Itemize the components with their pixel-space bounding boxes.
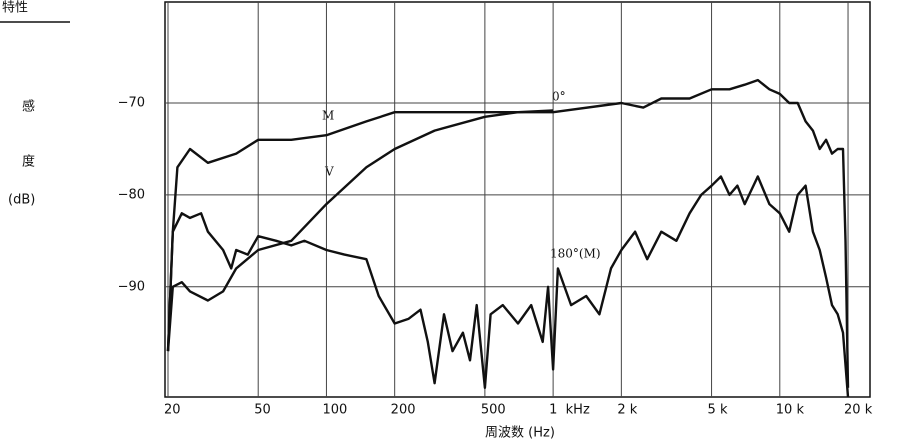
y-tick-label: −70: [118, 96, 145, 111]
series-line: [166, 78, 850, 388]
plot-frame: [164, 1, 871, 398]
x-tick-label: 20: [164, 403, 181, 418]
chart-title: 特性: [2, 1, 28, 16]
y-tick-label: −80: [118, 187, 145, 202]
series-line: [166, 175, 850, 398]
y-label: (dB): [8, 193, 35, 208]
x-tick-label: 50: [254, 403, 271, 418]
series-label: 180°(M): [550, 247, 601, 261]
x-tick-label: 2 k: [617, 403, 637, 418]
y-label: 度: [22, 154, 35, 170]
x-label: 周波数 (Hz): [485, 426, 555, 441]
y-label: 感: [22, 99, 35, 115]
x-tick-label: 500: [481, 403, 506, 418]
series-label: V: [324, 165, 334, 179]
x-tick-label: 20 k: [844, 403, 873, 418]
x-tick-label: 200: [391, 403, 416, 418]
annotation: 0°: [552, 90, 566, 104]
series-line: [166, 109, 554, 352]
x-tick-label: 5 k: [708, 403, 728, 418]
y-tick-label: −90: [118, 279, 145, 294]
x-tick-label: 100: [322, 403, 347, 418]
x-tick-label: 10 k: [776, 403, 805, 418]
series-label: M: [322, 109, 334, 123]
x-tick-label: 1 kHz: [549, 403, 590, 418]
